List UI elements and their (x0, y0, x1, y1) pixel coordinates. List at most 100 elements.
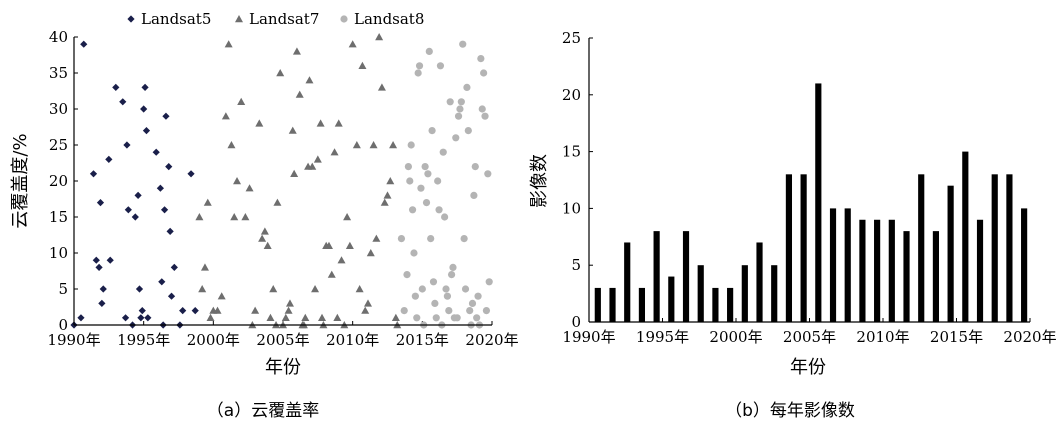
bar-2012 (918, 174, 925, 322)
bar-2010 (888, 219, 895, 322)
bar-x-ticks: 1990年 1995年 2000年 2005年 2010年 2015年 2020年 (562, 318, 1057, 346)
y-tick-label: 10 (562, 199, 581, 217)
landsat8-point (481, 112, 489, 120)
landsat5-point (170, 263, 178, 271)
bar-2003 (785, 174, 793, 322)
landsat7-point (383, 191, 392, 199)
landsat8-point (427, 235, 435, 243)
landsat5-point (95, 263, 103, 271)
x-tick-label: 2015年 (930, 328, 983, 346)
landsat7-point (206, 313, 215, 321)
scatter-y-ticks: 0 5 10 15 20 25 30 35 40 (49, 28, 78, 334)
x-tick-label: 2000年 (709, 328, 762, 346)
landsat8-point (477, 55, 485, 63)
landsat7-point (203, 198, 212, 206)
landsat7-point (318, 313, 327, 321)
landsat5-point (191, 307, 199, 315)
landsat5-point (160, 206, 169, 214)
landsat7-point (327, 270, 336, 278)
landsat8-point (464, 127, 472, 135)
landsat7-point (260, 227, 269, 235)
landsat7-point (386, 177, 395, 185)
bar-2002 (771, 265, 778, 322)
bar-1999 (727, 287, 734, 322)
landsat8-point (441, 213, 449, 221)
bar-1991 (609, 287, 616, 322)
y-tick-label: 0 (571, 313, 581, 331)
landsat5-point (121, 314, 130, 322)
landsat8-point (411, 292, 419, 300)
landsat7-point (224, 40, 233, 48)
bar-y-axis-title: 影像数 (529, 154, 550, 208)
landsat8-point (454, 112, 463, 120)
landsat8-point (424, 170, 432, 178)
landsat7-point (269, 285, 278, 293)
landsat8-point (400, 307, 408, 315)
landsat8-point (421, 163, 429, 171)
landsat7-point (377, 83, 386, 91)
landsat8-point (425, 47, 433, 56)
landsat8-point (478, 105, 486, 113)
landsat7-point (305, 76, 314, 84)
landsat5-point (77, 314, 85, 322)
landsat8-point (413, 314, 421, 322)
landsat7-point (352, 141, 361, 149)
landsat7-point (324, 241, 333, 249)
landsat7-point (308, 162, 317, 170)
landsat8-point (471, 163, 479, 171)
landsat8-point (459, 40, 467, 48)
landsat5-point (123, 141, 131, 149)
landsat8-point (429, 278, 438, 286)
landsat8-point (442, 285, 450, 293)
landsat8-point (456, 105, 464, 113)
landsat7-point (358, 61, 367, 69)
landsat7-point (284, 306, 293, 314)
landsat7-point (389, 141, 398, 149)
y-tick-label: 5 (571, 256, 581, 274)
landsat7-point (345, 241, 354, 249)
landsat7-point (348, 40, 357, 48)
landsat7-point (245, 184, 254, 192)
landsat7-point (372, 234, 381, 242)
landsat7-point (369, 141, 378, 149)
x-tick-label: 2015年 (396, 331, 449, 349)
landsat8-point (403, 271, 411, 279)
landsat7-point (316, 119, 325, 127)
landsat7-point (255, 119, 264, 127)
x-tick-label: 2005年 (256, 331, 309, 349)
landsat5-point (137, 314, 145, 322)
bar-1992 (624, 242, 631, 322)
x-tick-label: 1990年 (562, 328, 615, 346)
bar-2008 (859, 219, 866, 322)
bar-1997 (697, 265, 704, 322)
landsat5-point (124, 206, 132, 214)
y-tick-label: 35 (49, 64, 68, 82)
y-tick-label: 40 (49, 28, 68, 46)
landsat8-point (410, 249, 418, 257)
landsat8-point (407, 141, 415, 149)
y-tick-label: 5 (58, 280, 68, 298)
scatter-legend: Landsat5 Landsat7 Landsat8 (127, 10, 424, 28)
landsat8-point (422, 199, 431, 207)
landsat8-point (414, 69, 422, 77)
scatter-x-ticks: 1990年 1995年 2000年 2005年 2010年 2015年 2020年 (47, 321, 519, 349)
x-tick-label: 1990年 (47, 331, 100, 349)
landsat7-point (295, 90, 304, 98)
landsat5-point (98, 299, 106, 307)
bar-2007 (844, 208, 851, 322)
landsat7-point (313, 155, 322, 163)
landsat5-point (142, 127, 151, 135)
y-tick-label: 20 (49, 172, 68, 190)
cloud-cover-scatter-chart: Landsat5 Landsat7 Landsat8 0 5 10 15 20 25 30 35 4… (10, 10, 519, 421)
landsat7-point (230, 213, 239, 221)
bar-1993 (638, 287, 646, 322)
bar-1998 (712, 287, 719, 322)
bar-2016 (976, 219, 984, 322)
landsat8-point (428, 127, 436, 135)
landsat5-point (89, 170, 98, 178)
landsat5-point (134, 191, 142, 199)
landsat5-point (99, 285, 107, 293)
landsat7-point (363, 299, 372, 307)
landsat5-point (162, 112, 170, 120)
landsat8-point (482, 307, 491, 315)
